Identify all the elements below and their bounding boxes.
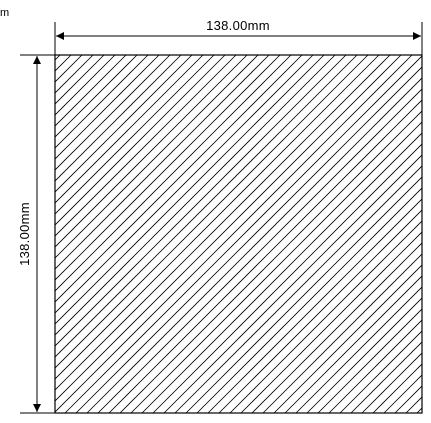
hatch-line	[55, 55, 380, 380]
corner-label: m	[0, 7, 9, 19]
hatch-line	[55, 55, 391, 391]
hatch-line	[339, 330, 422, 413]
hatch-line	[75, 66, 422, 413]
hatch-line	[55, 55, 138, 138]
height-label: 138.00mm	[17, 202, 32, 266]
height-dimension: 138.00mm	[17, 54, 55, 414]
hatch-line	[55, 55, 160, 160]
hatch-line	[55, 55, 182, 182]
hatch-line	[405, 396, 422, 413]
hatch-line	[55, 55, 193, 193]
width-label: 138.00mm	[206, 18, 270, 33]
square-outline	[54, 54, 423, 414]
hatch-line	[251, 242, 422, 413]
hatch-line	[119, 110, 422, 413]
hatch-line	[55, 55, 248, 248]
hatch-line	[174, 165, 422, 413]
hatch-line	[55, 55, 72, 72]
hatch-line	[55, 55, 347, 347]
hatch-line	[55, 55, 270, 270]
hatch-line	[55, 55, 303, 303]
hatch-line	[64, 55, 422, 413]
hatch-line	[361, 352, 422, 413]
hatch-line	[273, 264, 422, 413]
hatch-line	[163, 154, 422, 413]
hatch-line	[0, 55, 16, 413]
hatch-line	[86, 77, 422, 413]
hatch-line	[55, 55, 314, 314]
hatch-line	[218, 209, 422, 413]
hatched-square	[0, 54, 423, 414]
hatch-line	[55, 55, 226, 226]
hatch-line	[55, 55, 127, 127]
hatch-line	[306, 297, 422, 413]
hatch-line	[262, 253, 422, 413]
hatch-line	[55, 55, 105, 105]
hatch-line	[55, 55, 259, 259]
hatch-line	[317, 308, 422, 413]
hatch-line	[130, 121, 422, 413]
hatch-line	[0, 55, 5, 413]
hatch-line	[55, 55, 149, 149]
hatch-line	[207, 198, 422, 413]
hatch-line	[55, 55, 215, 215]
hatch-line	[229, 220, 422, 413]
hatch-line	[55, 55, 325, 325]
hatch-line	[416, 407, 422, 413]
hatch-line	[55, 55, 281, 281]
hatch-line	[284, 275, 422, 413]
hatch-line	[55, 55, 358, 358]
hatch-line	[196, 187, 422, 413]
hatch-line	[141, 132, 422, 413]
hatch-line	[97, 88, 422, 413]
hatch-line	[152, 143, 422, 413]
hatch-line	[328, 319, 422, 413]
hatch-line	[185, 176, 422, 413]
hatch-line	[55, 55, 171, 171]
hatch-line	[55, 55, 237, 237]
hatch-line	[240, 231, 422, 413]
width-dimension: 138.00mm	[54, 18, 423, 55]
hatch-line	[108, 99, 422, 413]
hatch-pattern	[0, 55, 422, 413]
hatch-line	[55, 55, 83, 83]
hatch-line	[55, 55, 402, 402]
hatch-line	[55, 55, 413, 413]
hatch-line	[55, 55, 336, 336]
hatch-line	[55, 55, 292, 292]
hatch-line	[55, 55, 204, 204]
hatch-line	[55, 55, 369, 369]
hatch-line	[295, 286, 422, 413]
hatch-line	[350, 341, 422, 413]
